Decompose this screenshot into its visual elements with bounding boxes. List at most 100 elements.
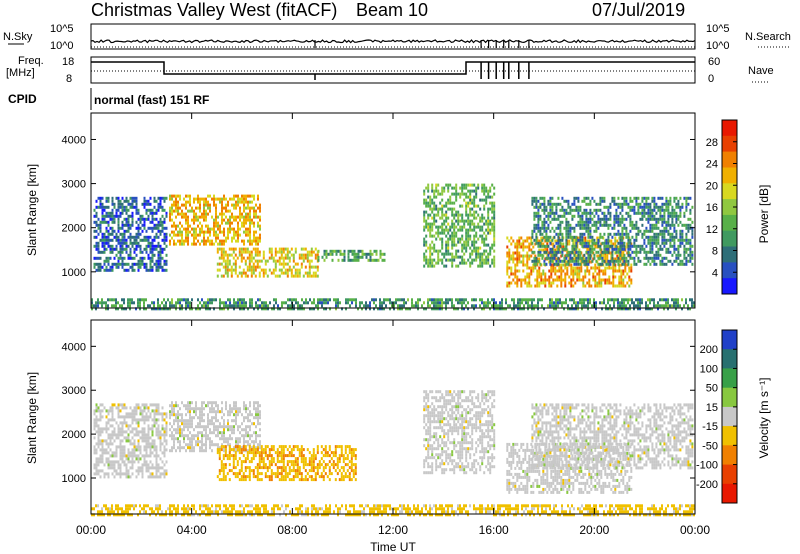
echo-cell — [171, 236, 173, 240]
echo-cell — [187, 230, 189, 234]
echo-cell — [455, 249, 458, 253]
echo-cell — [471, 189, 474, 193]
echo-cell — [559, 250, 562, 254]
echo-cell — [234, 265, 237, 269]
echo-cell — [613, 223, 616, 227]
echo-cell — [228, 247, 231, 251]
echo-cell — [471, 258, 474, 262]
echo-cell — [594, 275, 597, 279]
echo-cell — [645, 235, 648, 239]
echo-cell — [647, 208, 650, 212]
echo-cell — [437, 255, 440, 259]
echo-cell — [623, 253, 626, 257]
echo-cell — [587, 244, 590, 248]
echo-cell — [393, 304, 395, 308]
echo-cell — [135, 403, 138, 407]
echo-cell — [689, 250, 692, 254]
echo-cell — [677, 301, 679, 305]
echo-cell — [294, 268, 297, 272]
echo-cell — [659, 304, 661, 308]
echo-cell — [425, 234, 428, 238]
echo-cell — [545, 205, 548, 209]
echo-cell — [471, 261, 474, 265]
echo-cell — [635, 250, 638, 254]
echo-cell — [159, 466, 162, 470]
echo-cell — [489, 264, 492, 268]
echo-cell — [275, 298, 277, 302]
echo-cell — [600, 281, 603, 285]
echo-cell — [153, 412, 156, 416]
echo-cell — [691, 235, 694, 239]
echo-cell — [603, 298, 605, 302]
echo-cell — [589, 250, 592, 254]
echo-cell — [595, 211, 598, 215]
echo-cell — [689, 247, 692, 251]
echo-cell — [129, 439, 132, 443]
echo-cell — [585, 298, 587, 302]
echo-cell — [117, 424, 120, 428]
echo-cell — [540, 278, 543, 282]
echo-cell — [601, 262, 604, 266]
echo-cell — [599, 235, 602, 239]
echo-cell — [107, 433, 110, 437]
echo-cell — [441, 225, 444, 229]
echo-cell — [163, 463, 166, 467]
echo-cell — [123, 445, 126, 449]
echo-cell — [197, 206, 199, 210]
echo-cell — [522, 248, 525, 252]
echo-cell — [557, 214, 560, 218]
echo-cell — [481, 301, 483, 305]
echo-cell — [101, 250, 104, 254]
echo-cell — [298, 274, 301, 278]
echo-cell — [447, 258, 450, 262]
echo-cell — [93, 463, 96, 467]
echo-cell — [481, 189, 484, 193]
echo-cell — [551, 301, 553, 305]
echo-cell — [185, 218, 187, 222]
echo-cell — [481, 298, 483, 302]
echo-cell — [357, 255, 360, 259]
echo-cell — [463, 192, 466, 196]
echo-cell — [97, 265, 100, 269]
echo-cell — [97, 298, 99, 302]
echo-cell — [155, 211, 158, 215]
echo-cell — [545, 220, 548, 224]
echo-cell — [155, 217, 158, 221]
echo-cell — [477, 225, 480, 229]
echo-cell — [113, 463, 116, 467]
echo-cell — [131, 265, 134, 269]
echo-cell — [123, 463, 126, 467]
echo-cell — [274, 250, 277, 254]
echo-cell — [325, 298, 327, 302]
echo-cell — [159, 433, 162, 437]
echo-cell — [510, 254, 513, 258]
echo-cell — [197, 239, 199, 243]
echo-cell — [105, 220, 108, 224]
echo-cell — [93, 235, 96, 239]
echo-cell — [171, 230, 173, 234]
echo-cell — [244, 271, 247, 275]
echo-cell — [247, 203, 249, 207]
echo-cell — [251, 298, 253, 302]
echo-cell — [357, 307, 359, 311]
echo-cell — [443, 255, 446, 259]
echo-cell — [129, 301, 131, 305]
echo-cell — [589, 253, 592, 257]
echo-cell — [155, 469, 158, 473]
echo-cell — [181, 236, 183, 240]
colorbar-swatch — [722, 278, 737, 295]
echo-cell — [241, 200, 243, 204]
colorbar-swatch — [722, 246, 737, 263]
echo-cell — [605, 244, 608, 248]
echo-cell — [635, 235, 638, 239]
echo-cell — [199, 233, 201, 237]
echo-cell — [573, 235, 576, 239]
echo-cell — [429, 204, 432, 208]
echo-cell — [349, 249, 352, 253]
echo-cell — [566, 260, 569, 264]
echo-cell — [659, 259, 662, 263]
echo-cell — [240, 247, 243, 251]
echo-cell — [347, 255, 350, 259]
echo-cell — [219, 239, 221, 243]
echo-cell — [133, 205, 136, 209]
